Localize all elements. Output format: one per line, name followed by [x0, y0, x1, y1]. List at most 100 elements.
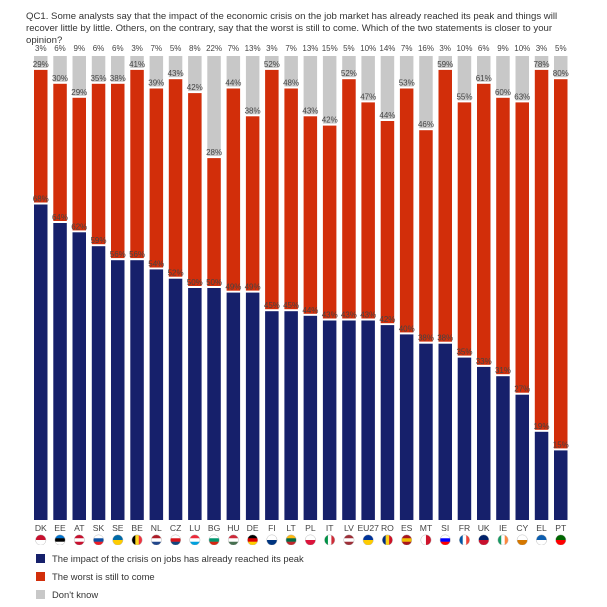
bar-segment-dont-know	[554, 56, 568, 78]
category-label: ES	[401, 523, 413, 533]
value-label-dont-know: 5%	[170, 44, 182, 53]
bar-segment-peak	[554, 450, 568, 520]
bar-segment-worst	[303, 116, 318, 314]
value-label-peak: 44%	[302, 306, 318, 315]
value-label-dont-know: 9%	[74, 44, 86, 53]
value-label-worst: 30%	[52, 74, 68, 83]
value-label-peak: 43%	[322, 311, 338, 320]
category-label: DE	[247, 523, 259, 533]
value-label-dont-know: 3%	[439, 44, 451, 53]
bar-segment-dont-know	[188, 56, 202, 92]
value-label-worst: 47%	[360, 92, 376, 101]
value-label-dont-know: 6%	[478, 44, 490, 53]
bar-segment-worst	[515, 102, 529, 393]
value-label-worst: 80%	[553, 69, 569, 78]
bar-segment-dont-know	[419, 56, 433, 129]
value-label-dont-know: 16%	[418, 44, 434, 53]
bar-segment-dont-know	[149, 56, 164, 87]
value-label-worst: 46%	[418, 120, 434, 129]
legend-item-dont-know: Don't know	[36, 585, 304, 603]
category-label: NL	[151, 523, 162, 533]
value-label-peak: 15%	[553, 440, 569, 449]
category-label: HU	[227, 523, 239, 533]
bar-segment-dont-know	[496, 56, 510, 96]
bar-segment-worst	[419, 130, 433, 342]
bar-segment-dont-know	[322, 56, 337, 124]
bar-segment-peak	[457, 357, 472, 520]
bar-segment-worst	[226, 88, 241, 291]
bar-segment-dont-know	[168, 56, 183, 78]
bar-segment-worst	[361, 102, 375, 319]
slovenia-flag-icon	[439, 534, 451, 545]
austria-flag-icon	[73, 534, 85, 545]
category-labels-layer: DK EE AT SK SE BE NL CZ LU BG HU DE FI LT PL IT LV EU27 RO…	[35, 523, 567, 533]
value-label-peak: 56%	[110, 250, 126, 259]
value-label-worst: 41%	[129, 60, 145, 69]
value-label-peak: 50%	[187, 278, 203, 287]
value-label-dont-know: 6%	[112, 44, 124, 53]
category-label: SE	[112, 523, 124, 533]
category-label: EL	[536, 523, 547, 533]
bar-segment-worst	[284, 88, 298, 310]
bar-segment-dont-know	[515, 56, 529, 101]
bar-segment-peak	[534, 431, 549, 520]
bar-segment-peak	[188, 288, 202, 520]
bar-segment-worst	[322, 125, 337, 319]
bar-segment-dont-know	[342, 56, 356, 78]
bar-segment-peak	[419, 343, 433, 520]
category-label: FI	[268, 523, 276, 533]
value-label-dont-know: 10%	[456, 44, 472, 53]
value-label-dont-know: 3%	[266, 44, 278, 53]
bar-segment-peak	[130, 260, 144, 520]
value-label-peak: 38%	[418, 334, 434, 343]
category-label: CZ	[170, 523, 181, 533]
bar-segment-dont-know	[284, 56, 298, 87]
value-label-peak: 38%	[437, 334, 453, 343]
bar-segment-peak	[438, 343, 452, 520]
bar-segment-peak	[380, 325, 395, 520]
lithuania-flag-icon	[285, 534, 297, 545]
category-label: LT	[286, 523, 296, 533]
value-label-dont-know: 3%	[131, 44, 143, 53]
bars-layer	[34, 56, 568, 521]
bar-segment-peak	[342, 320, 356, 520]
greece-flag-icon	[536, 534, 547, 545]
value-label-dont-know: 5%	[343, 44, 355, 53]
question-text: QC1. Some analysts say that the impact o…	[26, 11, 558, 46]
poland-flag-icon	[304, 534, 316, 545]
ireland-flag-icon	[497, 534, 509, 545]
bar-segment-dont-know	[303, 56, 318, 115]
romania-flag-icon	[381, 534, 393, 545]
value-label-worst: 60%	[495, 88, 511, 97]
category-label: PL	[305, 523, 316, 533]
value-label-worst: 43%	[168, 69, 184, 78]
bar-segment-worst	[496, 97, 510, 375]
bar-segment-worst	[438, 69, 452, 342]
bar-segment-dont-know	[130, 56, 144, 68]
value-label-worst: 28%	[206, 148, 222, 157]
category-label: PT	[555, 523, 567, 533]
bar-segment-worst	[72, 97, 86, 231]
bar-segment-peak	[515, 394, 529, 520]
value-label-peak: 64%	[52, 213, 68, 222]
value-label-worst: 52%	[264, 60, 280, 69]
value-label-dont-know: 6%	[54, 44, 66, 53]
value-label-worst: 29%	[33, 60, 49, 69]
portugal-flag-icon	[555, 534, 567, 545]
value-label-dont-know: 3%	[35, 44, 47, 53]
category-label: BE	[131, 523, 143, 533]
bar-segment-peak	[496, 376, 510, 520]
bar-segment-peak	[91, 246, 106, 520]
bar-segment-worst	[34, 69, 48, 203]
category-label: AT	[74, 523, 85, 533]
category-label: LU	[189, 523, 200, 533]
bar-segment-dont-know	[399, 56, 414, 87]
bar-segment-worst	[91, 83, 106, 245]
value-label-worst: 39%	[148, 79, 164, 88]
value-label-peak: 42%	[379, 315, 395, 324]
bar-segment-worst	[380, 121, 395, 324]
value-label-peak: 54%	[148, 259, 164, 268]
eu-flag-icon	[362, 534, 374, 545]
bar-segment-peak	[72, 232, 86, 521]
value-label-peak: 35%	[456, 348, 472, 357]
